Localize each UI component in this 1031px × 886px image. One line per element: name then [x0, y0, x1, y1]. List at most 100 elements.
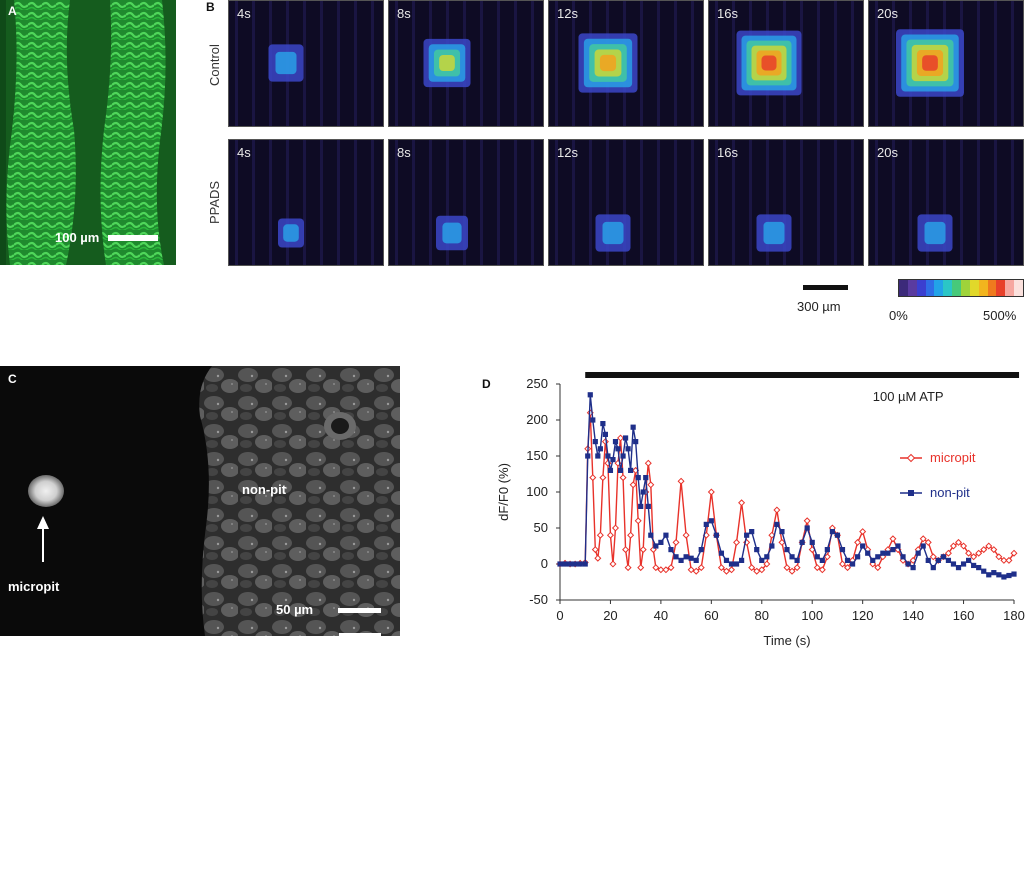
panel-b-colorbar-segment [907, 280, 918, 296]
data-point-micropit [697, 564, 705, 572]
panel-b-row-label-ppads: PPADS [207, 180, 222, 224]
data-point-non-pit [769, 543, 775, 549]
data-point-non-pit [683, 554, 689, 560]
data-point-non-pit [678, 557, 684, 563]
data-point-micropit [823, 553, 831, 561]
data-point-non-pit [592, 439, 598, 445]
panel-b-colorbar [898, 279, 1024, 297]
data-point-non-pit [849, 561, 856, 567]
data-point-non-pit [622, 435, 629, 441]
data-point-non-pit [1006, 572, 1012, 579]
panel-c-micropit-label: micropit [8, 579, 60, 594]
panel-b-tile-time: 12s [557, 6, 578, 21]
data-point-micropit [677, 477, 685, 485]
data-point-non-pit [774, 521, 780, 527]
data-point-micropit [627, 531, 635, 539]
data-point-non-pit [638, 503, 644, 509]
data-point-non-pit [794, 557, 800, 563]
data-point-non-pit [809, 539, 815, 545]
panel-b-colorbar-segment [987, 280, 997, 296]
panel-d-label: D [482, 377, 491, 391]
data-point-micropit [788, 567, 796, 575]
panel-b-tile-image [715, 1, 854, 126]
treatment-label: 100 µM ATP [873, 389, 944, 404]
data-point-non-pit [628, 467, 634, 473]
data-point-non-pit [625, 446, 631, 452]
data-point-micropit [955, 538, 963, 546]
panel-b-colorbar-segment [961, 280, 971, 296]
y-axis-title: dF/F0 (%) [496, 463, 511, 521]
y-tick-label: 200 [526, 412, 548, 427]
data-point-micropit [672, 538, 680, 546]
panel-b-tile-time: 20s [877, 145, 898, 160]
data-point-micropit [606, 531, 614, 539]
data-point-non-pit [779, 529, 785, 535]
data-point-non-pit [587, 392, 593, 398]
x-tick-label: 20 [603, 608, 617, 623]
data-point-micropit [604, 459, 612, 467]
data-point-micropit [838, 560, 846, 568]
data-point-micropit [773, 506, 781, 514]
panel-b-tile-time: 16s [717, 145, 738, 160]
data-point-non-pit [728, 561, 735, 567]
y-tick-label: 250 [526, 376, 548, 391]
panel-a-scalebar-label: 100 µm [55, 230, 100, 245]
panel-c-scalebar [338, 608, 381, 613]
data-point-non-pit [668, 547, 674, 553]
legend-label-non-pit: non-pit [930, 485, 970, 500]
panel-b-colorbar-segment [916, 280, 927, 296]
data-point-non-pit [708, 518, 714, 524]
panel-b-tile-time: 8s [397, 145, 411, 160]
panel-b-tile-time: 20s [877, 6, 898, 21]
data-point-micropit [990, 546, 998, 554]
data-point-non-pit [910, 565, 916, 571]
y-tick-label: -50 [529, 592, 548, 607]
panel-c-nonpit-label: non-pit [242, 482, 287, 497]
data-point-micropit [637, 564, 645, 572]
data-point-micropit [692, 567, 700, 575]
panel-b-tile: 4s [228, 0, 384, 127]
data-point-micropit [844, 564, 852, 572]
data-point-micropit [960, 542, 968, 550]
panel-b-tile-image [875, 140, 1014, 265]
data-point-non-pit [855, 554, 861, 560]
data-point-non-pit [814, 554, 820, 560]
data-point-micropit [609, 560, 617, 568]
data-point-micropit [1010, 549, 1018, 557]
data-point-non-pit [585, 453, 591, 459]
data-point-non-pit [605, 453, 611, 459]
data-point-non-pit [572, 561, 578, 567]
data-point-non-pit [597, 446, 603, 452]
data-point-non-pit [739, 557, 745, 563]
data-point-micropit [859, 528, 867, 536]
data-point-non-pit [749, 529, 755, 535]
data-point-micropit [763, 560, 771, 568]
panel-b-tile-image [875, 1, 1014, 126]
panel-b-colorbar-segment [969, 280, 980, 296]
panel-b-tile: 20s [868, 0, 1024, 127]
data-point-micropit [965, 549, 973, 557]
data-point-non-pit [804, 525, 810, 531]
y-tick-label: 100 [526, 484, 548, 499]
data-point-micropit [975, 549, 983, 557]
data-point-micropit [818, 566, 826, 574]
data-point-micropit [624, 564, 632, 572]
data-point-non-pit [590, 417, 596, 423]
data-point-micropit [985, 542, 993, 550]
data-point-non-pit [860, 543, 866, 549]
panel-b-colorbar-segment [943, 280, 953, 296]
data-point-non-pit [885, 550, 891, 556]
data-point-micropit [622, 546, 630, 554]
data-point-non-pit [915, 550, 921, 556]
data-point-micropit [949, 542, 957, 550]
data-point-micropit [813, 564, 821, 572]
data-point-non-pit [602, 431, 608, 437]
panel-b-colorbar-segment [899, 280, 909, 296]
panel-b-tile-time: 16s [717, 6, 738, 21]
data-point-non-pit [865, 550, 871, 556]
data-point-non-pit [789, 554, 795, 560]
data-point-non-pit [713, 532, 719, 538]
data-point-non-pit [935, 557, 941, 563]
data-point-non-pit [653, 543, 659, 549]
panel-b-row-label-control: Control [207, 44, 222, 86]
